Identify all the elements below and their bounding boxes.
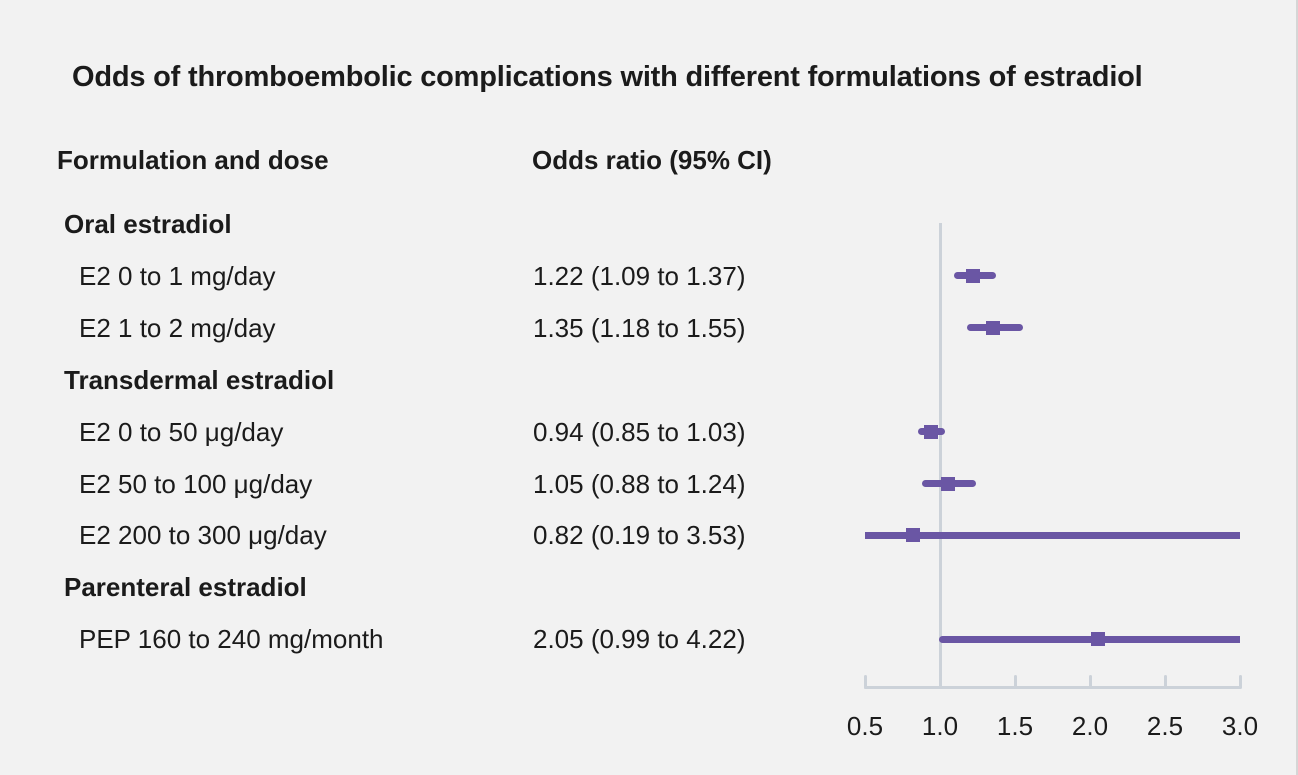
point-estimate-marker — [985, 320, 1000, 335]
point-estimate-marker — [924, 424, 938, 439]
row-odds-ratio-value: 2.05 (0.99 to 4.22) — [533, 624, 746, 655]
row-odds-ratio-value: 1.22 (1.09 to 1.37) — [533, 260, 746, 291]
row-label: PEP 160 to 240 mg/month — [79, 624, 384, 655]
column-header-odds-ratio: Odds ratio (95% CI) — [532, 145, 772, 175]
row-label: E2 1 to 2 mg/day — [79, 312, 276, 343]
column-header-formulation: Formulation and dose — [57, 145, 329, 175]
reference-line — [938, 223, 942, 689]
x-axis-tick — [1163, 675, 1167, 689]
x-axis-tick-label: 1.0 — [921, 711, 959, 741]
point-estimate-marker — [940, 476, 955, 491]
group-label: Oral estradiol — [64, 209, 232, 239]
row-odds-ratio-value: 1.35 (1.18 to 1.55) — [533, 312, 746, 343]
confidence-interval-bar — [865, 531, 1240, 539]
row-label: E2 0 to 1 mg/day — [79, 260, 276, 291]
x-axis-tick-label: 3.0 — [1221, 711, 1259, 741]
window-right-edge — [1296, 0, 1298, 775]
row-odds-ratio-value: 0.94 (0.85 to 1.03) — [533, 416, 746, 447]
x-axis-tick — [1088, 675, 1092, 689]
row-odds-ratio-value: 0.82 (0.19 to 3.53) — [533, 520, 746, 551]
row-label: E2 200 to 300 μg/day — [79, 520, 327, 551]
confidence-interval-bar — [938, 635, 1240, 643]
row-label: E2 0 to 50 μg/day — [79, 416, 284, 447]
x-axis-tick-label: 0.5 — [846, 711, 884, 741]
x-axis-tick-label: 2.0 — [1071, 711, 1109, 741]
x-axis-tick-label: 2.5 — [1146, 711, 1184, 741]
point-estimate-marker — [906, 528, 920, 543]
x-axis-tick — [1238, 675, 1242, 689]
group-label: Transdermal estradiol — [64, 364, 335, 395]
x-axis-tick — [863, 675, 867, 689]
row-label: E2 50 to 100 μg/day — [79, 468, 313, 499]
x-axis-tick — [1013, 675, 1017, 689]
figure-title: Odds of thromboembolic complications wit… — [72, 61, 1143, 93]
group-label: Parenteral estradiol — [64, 572, 307, 603]
x-axis-tick — [938, 675, 942, 689]
x-axis-line — [864, 686, 1241, 689]
row-odds-ratio-value: 1.05 (0.88 to 1.24) — [533, 468, 746, 499]
x-axis-tick-label: 1.5 — [996, 711, 1034, 741]
point-estimate-marker — [1090, 632, 1105, 647]
point-estimate-marker — [966, 268, 980, 283]
